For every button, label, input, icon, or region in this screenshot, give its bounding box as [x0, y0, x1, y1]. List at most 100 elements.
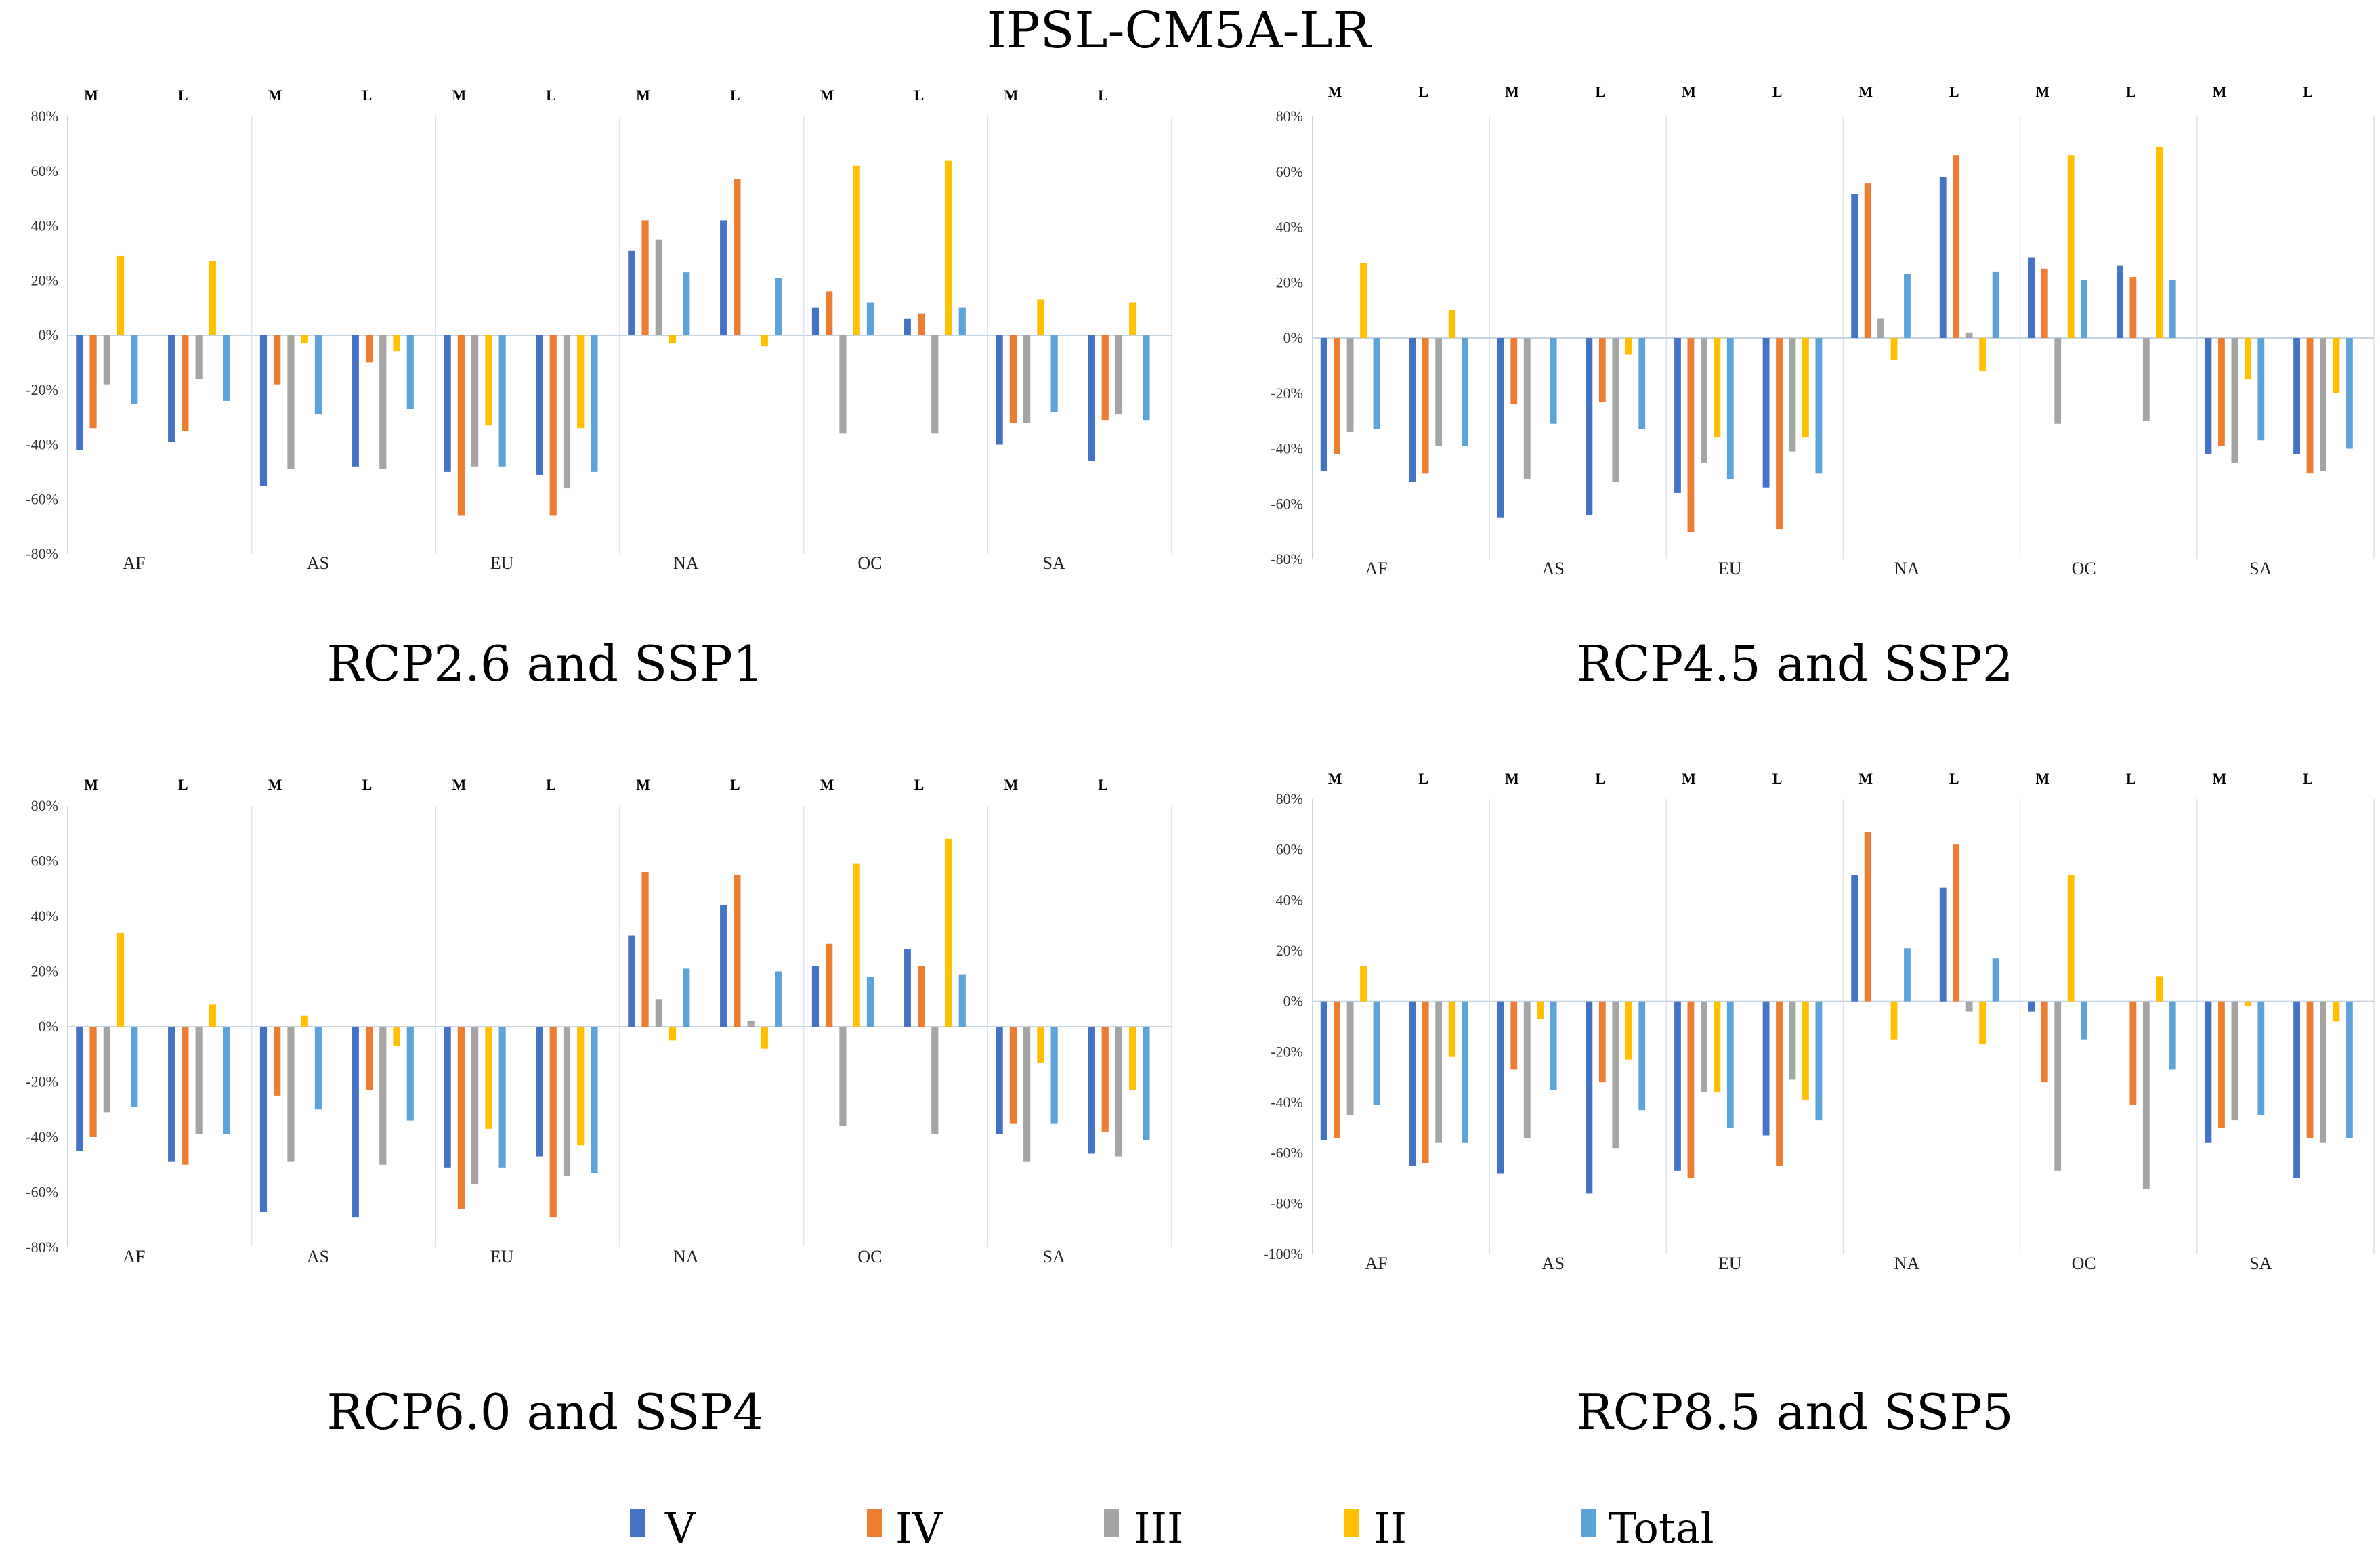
period-label-m: M: [1004, 87, 1018, 104]
bar-af-m-iv: [1334, 338, 1341, 454]
legend-item-ii: II: [1344, 1503, 1407, 1553]
region-label-oc: OC: [857, 1247, 882, 1266]
period-label-l: L: [362, 87, 373, 104]
bar-na-m-iv: [1864, 832, 1871, 1002]
y-tick-label: 20%: [31, 963, 58, 980]
bar-sa-l-v: [2293, 338, 2300, 454]
bar-eu-m-iii: [471, 1027, 479, 1184]
bar-as-l-total: [406, 335, 414, 410]
bar-af-l-iii: [1435, 1001, 1443, 1143]
bar-oc-l-iii: [931, 335, 939, 434]
bar-sa-m-total: [1050, 335, 1058, 412]
bar-sa-m-iv: [1009, 1027, 1017, 1124]
period-label-m: M: [2035, 770, 2049, 787]
y-tick-label: -40%: [1271, 1094, 1303, 1111]
bar-sa-l-ii: [2333, 1001, 2340, 1022]
bar-na-l-iii: [1965, 332, 1973, 338]
y-tick-label: -60%: [1271, 1145, 1303, 1161]
bar-sa-m-iv: [1009, 335, 1017, 423]
y-tick-label: -40%: [26, 1128, 58, 1145]
period-label-m: M: [268, 87, 282, 104]
region-label-eu: EU: [1718, 1254, 1742, 1273]
period-label-l: L: [1949, 770, 1959, 787]
bar-na-l-iv: [1953, 844, 1960, 1002]
period-label-m: M: [2213, 83, 2227, 100]
y-tick-label: -60%: [26, 490, 58, 507]
y-tick-label: -80%: [26, 545, 58, 562]
bar-na-m-v: [1851, 194, 1858, 338]
bar-eu-l-total: [1815, 1001, 1823, 1121]
bar-eu-m-iv: [1687, 338, 1695, 532]
bar-eu-m-ii: [1714, 338, 1721, 438]
bar-sa-l-iv: [2306, 338, 2314, 474]
bar-sa-m-total: [2257, 338, 2265, 441]
bar-oc-l-iv: [2129, 1001, 2137, 1105]
bar-sa-m-ii: [2244, 1001, 2251, 1007]
bar-eu-m-iv: [457, 335, 465, 516]
region-label-as: AS: [307, 553, 329, 573]
bar-na-l-ii: [761, 1027, 768, 1049]
y-tick-label: -80%: [1271, 551, 1303, 568]
bar-as-m-total: [1550, 338, 1557, 424]
period-label-l: L: [178, 776, 188, 793]
bar-as-m-iv: [274, 1027, 281, 1096]
y-tick-label: 40%: [31, 217, 58, 234]
bar-as-m-iii: [1523, 1001, 1531, 1138]
y-tick-label: 60%: [31, 163, 58, 179]
panel-caption-rcp60-ssp4: RCP6.0 and SSP4: [326, 1384, 763, 1440]
bar-as-l-iii: [1612, 338, 1619, 482]
bar-as-m-ii: [301, 335, 308, 344]
bar-af-m-iii: [1346, 1001, 1354, 1115]
bar-oc-l-ii: [945, 838, 952, 1027]
bar-as-l-total: [1638, 1001, 1646, 1111]
y-tick-label: -40%: [1271, 440, 1303, 457]
period-label-l: L: [546, 776, 556, 793]
period-label-l: L: [1772, 83, 1783, 100]
bar-oc-m-v: [2028, 1001, 2035, 1012]
bar-na-m-iii: [655, 239, 662, 335]
bar-sa-l-iii: [1115, 1027, 1123, 1157]
bar-sa-l-v: [2293, 1001, 2300, 1178]
bar-na-l-iv: [734, 874, 741, 1027]
period-label-m: M: [2035, 83, 2049, 100]
bar-sa-l-total: [2345, 1001, 2353, 1138]
bar-sa-m-ii: [1037, 1027, 1044, 1063]
bar-na-m-ii: [668, 335, 677, 344]
period-label-m: M: [1682, 83, 1696, 100]
region-label-na: NA: [673, 553, 699, 573]
region-label-as: AS: [1542, 559, 1565, 578]
bar-af-l-ii: [209, 1004, 216, 1027]
bar-na-l-ii: [1979, 338, 1986, 372]
bar-oc-l-ii: [2156, 146, 2163, 338]
bar-oc-l-iii: [931, 1027, 939, 1134]
bar-oc-m-iii: [2054, 1001, 2062, 1171]
bar-sa-m-iv: [2218, 338, 2225, 446]
period-label-m: M: [636, 776, 650, 793]
bar-eu-m-iii: [1700, 1001, 1707, 1093]
bar-oc-l-iv: [2129, 277, 2137, 338]
bar-oc-m-iii: [2054, 338, 2062, 424]
y-tick-label: -20%: [1271, 385, 1303, 402]
bar-na-m-total: [1904, 948, 1911, 1002]
bar-oc-l-iii: [2142, 1001, 2150, 1189]
bar-oc-l-total: [958, 307, 966, 335]
period-label-m: M: [452, 87, 466, 104]
bar-sa-m-v: [2205, 1001, 2212, 1143]
bar-eu-l-iv: [1776, 338, 1783, 530]
bar-as-l-v: [1586, 338, 1593, 515]
legend-label-v: V: [664, 1503, 696, 1553]
bar-af-l-iii: [1435, 338, 1443, 446]
bar-af-l-iii: [195, 335, 203, 379]
bar-oc-l-iii: [2142, 338, 2150, 421]
bar-eu-l-iv: [549, 1027, 557, 1218]
bar-as-l-total: [406, 1027, 414, 1121]
bar-na-m-iv: [1864, 183, 1871, 338]
bar-na-m-v: [628, 935, 635, 1027]
bar-sa-m-iv: [2218, 1001, 2225, 1128]
legend-item-iv: IV: [867, 1503, 943, 1553]
bar-oc-m-iii: [839, 335, 847, 434]
bar-eu-l-total: [591, 335, 598, 472]
bar-af-l-total: [223, 1027, 230, 1134]
period-label-m: M: [84, 776, 98, 793]
y-tick-label: -40%: [26, 436, 58, 453]
